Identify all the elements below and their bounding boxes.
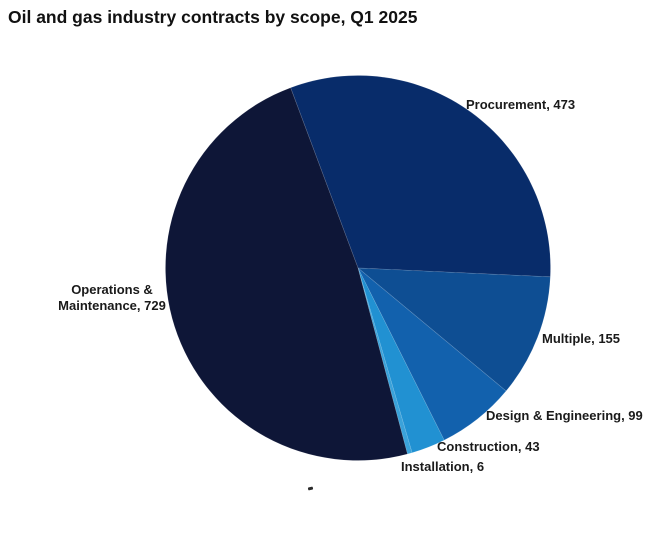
pie-slice-installation [357,267,413,455]
chart-title: Oil and gas industry contracts by scope,… [8,7,418,27]
data-label-design-engineering: Design & Engineering, 99 [486,408,643,423]
data-label-multiple: Multiple, 155 [542,331,621,346]
pie-slice-design-engineering [357,267,507,441]
pie-slice-operations-maintenance [165,87,408,461]
data-label-construction: Construction, 43 [437,439,540,454]
data-label-installation: Installation, 6 [401,459,485,474]
pie-slice-multiple [356,267,551,392]
pie-slices [165,75,551,461]
pie-slice-procurement [290,75,551,278]
pie-slice-construction [357,267,445,454]
data-label-procurement: Procurement, 473 [466,97,576,112]
data-label-operations-maintenance: Operations & Maintenance, 729 [58,282,166,314]
